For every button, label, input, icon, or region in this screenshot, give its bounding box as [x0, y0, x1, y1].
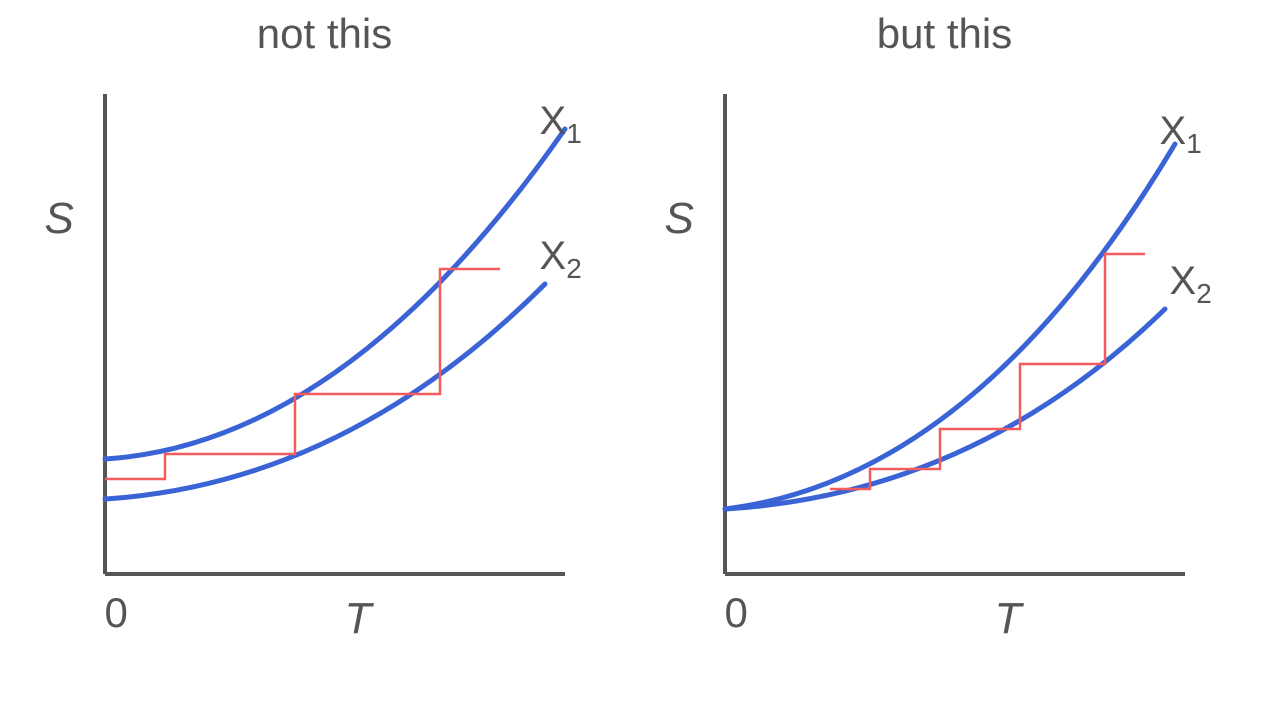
curve-x1-label: X1 [540, 99, 582, 150]
x-axis-label: T [995, 594, 1022, 644]
y-axis-label: S [45, 194, 74, 244]
step-path [830, 254, 1145, 489]
panel-left: not this S T 0 X1 X2 [45, 10, 605, 664]
x-axis-label: T [345, 594, 372, 644]
origin-label: 0 [105, 589, 128, 637]
chart-left: S T 0 X1 X2 [45, 64, 605, 664]
panel-left-title: not this [257, 10, 392, 58]
chart-left-svg [45, 64, 605, 664]
curve-x2 [105, 284, 545, 499]
curve-x2-label: X2 [540, 234, 582, 285]
panel-right: but this S T 0 X1 X2 [665, 10, 1225, 664]
chart-right-svg [665, 64, 1225, 664]
curve-x2-label: X2 [1170, 259, 1212, 310]
curve-x2 [725, 309, 1165, 509]
diagram-container: not this S T 0 X1 X2 but this [0, 0, 1269, 664]
chart-right: S T 0 X1 X2 [665, 64, 1225, 664]
origin-label: 0 [725, 589, 748, 637]
curve-x1-label: X1 [1160, 109, 1202, 160]
axes [105, 94, 565, 574]
curve-x1 [105, 129, 565, 459]
panel-right-title: but this [877, 10, 1012, 58]
y-axis-label: S [665, 194, 694, 244]
step-path [105, 269, 500, 479]
